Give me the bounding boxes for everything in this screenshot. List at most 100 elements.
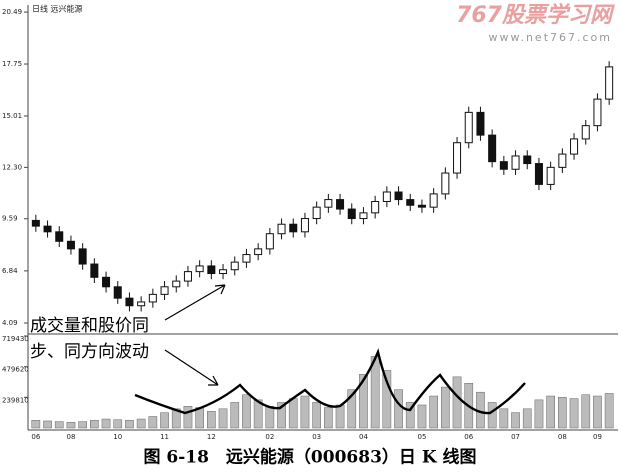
candle-body <box>371 200 380 214</box>
x-tick-label: 03 <box>312 433 321 441</box>
volume-bar <box>558 397 567 429</box>
y-tick-label: 4.09 <box>2 319 18 327</box>
candle-body <box>195 265 204 273</box>
volume-bar <box>66 421 76 429</box>
volume-bar <box>207 411 216 429</box>
volume-bar <box>195 407 204 429</box>
header: 日线 远兴能源 <box>32 4 83 14</box>
y-tick-label: 20.49 <box>2 8 22 16</box>
y-tick-label: 9.59 <box>2 215 18 223</box>
volume-bar <box>218 408 228 429</box>
wave-curve <box>134 348 526 415</box>
candle-body <box>417 204 426 208</box>
volume-bar <box>522 408 532 429</box>
volume-bar <box>288 398 298 429</box>
volume-bar <box>54 421 64 429</box>
volume-bar <box>265 406 275 429</box>
x-tick-label: 07 <box>511 433 520 441</box>
candle-body <box>581 125 590 140</box>
candle-body <box>66 240 75 250</box>
candle-body <box>406 199 415 206</box>
volume-bar <box>90 420 99 429</box>
candle-body <box>570 138 579 155</box>
watermark: 767股票学习网 <box>456 2 615 28</box>
volume-tick-label: 479620 <box>2 366 29 374</box>
x-tick-label: 11 <box>160 433 169 441</box>
x-tick-label: 12 <box>207 433 216 441</box>
candle-body <box>55 231 64 242</box>
volume-bar <box>43 420 52 429</box>
volume-bar <box>569 398 579 429</box>
candle-body <box>230 261 239 271</box>
volume-bar <box>101 418 111 429</box>
candle-body <box>476 111 485 136</box>
volume-bar <box>125 420 134 429</box>
volume-tick-label: 719430 <box>2 335 29 343</box>
candle-body <box>359 212 368 220</box>
candle-body <box>219 269 228 275</box>
candle-body <box>137 301 146 307</box>
volume-bar <box>148 416 158 429</box>
volume-bar <box>113 419 123 429</box>
candle-body <box>534 163 543 185</box>
volume-bar <box>136 418 146 429</box>
arrow <box>164 284 226 386</box>
volume-bar <box>160 412 169 429</box>
candle-body <box>511 155 520 170</box>
candle-body <box>546 166 555 185</box>
annotation: 成交量和股价同 <box>30 316 149 336</box>
x-tick-label: 08 <box>66 433 75 441</box>
volume-bar <box>394 389 403 429</box>
volume-bar <box>405 402 415 429</box>
candle-body <box>523 155 532 165</box>
candle-body <box>300 218 309 233</box>
x-tick-label: 06 <box>31 433 40 441</box>
volume-bar <box>452 376 462 429</box>
volume-bar <box>253 399 263 429</box>
volume-bar <box>324 407 333 429</box>
volume-bar <box>417 404 427 429</box>
candle-body <box>160 286 169 295</box>
volume-bar <box>593 395 602 429</box>
volume-bar <box>604 393 614 429</box>
candle-body <box>312 206 321 220</box>
volume-bar <box>347 389 357 429</box>
candle-body <box>113 286 122 299</box>
candle-body <box>336 199 345 210</box>
volume-bar <box>78 421 87 429</box>
y-tick-label: 15.01 <box>2 112 22 120</box>
candle-body <box>289 223 298 233</box>
y-tick-label: 6.84 <box>2 267 18 275</box>
candle-body <box>441 172 450 195</box>
candle-body <box>382 191 391 202</box>
volume-bar <box>230 402 240 429</box>
volume-bar <box>511 412 520 429</box>
x-tick-label: 02 <box>265 433 274 441</box>
volume-bar <box>546 395 555 429</box>
candle-body <box>102 276 111 288</box>
candle-body <box>254 248 263 256</box>
y-tick-label: 17.75 <box>2 60 22 68</box>
volume-bar <box>312 402 321 429</box>
caption: 图 6-18 远兴能源（000683）日 K 线图 <box>143 447 476 468</box>
x-tick-label: 05 <box>417 433 426 441</box>
candle-body <box>148 293 157 303</box>
volume-bar <box>335 404 345 429</box>
candle-body <box>499 161 508 170</box>
candle-body <box>78 248 87 265</box>
candle-body <box>347 208 356 220</box>
volume-bar <box>183 406 193 429</box>
candle-body <box>488 134 497 163</box>
volume-bar <box>359 374 368 429</box>
x-tick-label: 10 <box>113 433 122 441</box>
volume-bar <box>277 402 286 429</box>
candle-body <box>453 142 462 174</box>
x-tick-label: 04 <box>359 433 368 441</box>
volume-bar <box>171 408 181 429</box>
candle-body <box>43 225 52 233</box>
volume-bar <box>300 395 310 429</box>
volume-bar <box>31 420 41 429</box>
y-tick-label: 12.30 <box>2 163 22 171</box>
